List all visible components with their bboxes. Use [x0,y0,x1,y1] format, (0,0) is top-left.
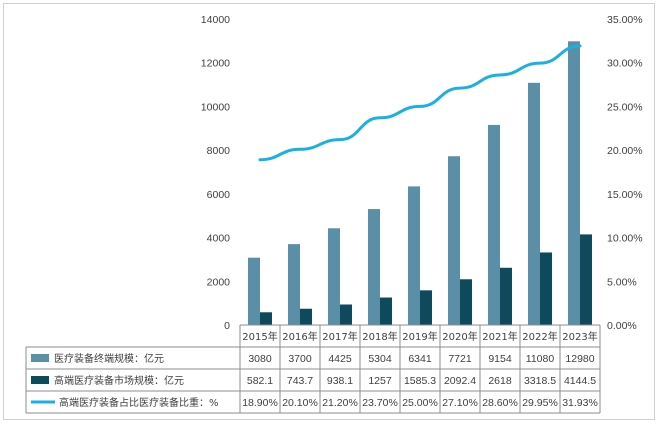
table-cell: 11080 [526,353,555,365]
legend-swatch [31,376,49,384]
y-left-tick-label: 0 [224,320,230,332]
bar-2 [500,267,512,325]
table-cell: 1257 [368,375,392,387]
bar-1 [288,244,300,325]
table-cell: 28.60% [482,397,518,409]
table-cell: 582.1 [247,375,273,387]
table-cell: 6341 [408,353,432,365]
table-cell: 4144.5 [564,375,596,387]
y-right-tick-label: 35.00% [607,14,643,26]
table-cell: 4425 [328,353,352,365]
table-cell: 938.1 [327,375,353,387]
bar-2 [540,252,552,325]
table-cell: 743.7 [287,375,313,387]
bar-2 [580,234,592,325]
y-left-tick-label: 6000 [207,189,231,201]
y-right-tick-label: 15.00% [607,189,643,201]
bar-1 [408,186,420,325]
table-cell: 3318.5 [524,375,556,387]
chart-frame [3,3,655,420]
legend-label: 高端医疗装备市场规模：亿元 [54,374,184,387]
x-tick-label: 2019年 [402,330,437,343]
table-cell: 23.70% [362,397,398,409]
table-cell: 29.95% [522,397,558,409]
y-right-tick-label: 0.00% [607,320,637,332]
y-right-tick-label: 25.00% [607,101,643,113]
x-tick-label: 2016年 [282,330,317,343]
bar-1 [528,82,540,325]
bar-2 [380,297,392,325]
legend-swatch [31,354,49,362]
y-right-tick-label: 30.00% [607,58,643,70]
table-cell: 2618 [488,375,512,387]
x-tick-label: 2018年 [362,330,397,343]
y-left-tick-label: 4000 [207,233,231,245]
bar-1 [448,156,460,325]
table-cell: 3080 [248,353,272,365]
bar-1 [328,228,340,325]
table-cell: 21.20% [322,397,358,409]
bar-1 [368,209,380,325]
table-cell: 3700 [288,353,312,365]
table-cell: 7721 [448,353,472,365]
x-tick-label: 2022年 [522,330,557,343]
table-cell: 2092.4 [444,375,476,387]
table-cell: 9154 [488,353,512,365]
bar-2 [260,312,272,325]
table-cell: 27.10% [442,397,478,409]
legend-label: 高端医疗装备占比医疗装备比重：% [59,396,219,409]
bar-2 [300,308,312,325]
x-tick-label: 2017年 [322,330,357,343]
y-right-tick-label: 20.00% [607,145,643,157]
x-tick-label: 2023年 [562,330,597,343]
line-series [258,44,582,162]
legend-label: 医疗装备终端规模：亿元 [54,352,164,365]
y-left-tick-label: 8000 [207,145,231,157]
x-tick-label: 2021年 [482,330,517,343]
table-cell: 25.00% [402,397,438,409]
table-cell: 5304 [368,353,392,365]
y-left-tick-label: 12000 [201,58,230,70]
bar-2 [420,290,432,325]
table-cell: 20.10% [282,397,318,409]
y-right-tick-label: 5.00% [607,276,637,288]
bar-1 [568,41,580,326]
bar-1 [248,257,260,325]
table-cell: 12980 [565,353,594,365]
bar-1 [488,124,500,326]
y-left-tick-label: 14000 [201,14,230,26]
table-cell: 31.93% [562,397,598,409]
bar-2 [340,304,352,325]
x-tick-label: 2020年 [442,330,477,343]
table-cell: 1585.3 [404,375,436,387]
table-cell: 18.90% [242,397,278,409]
y-left-tick-label: 10000 [201,101,230,113]
bar-2 [460,279,472,325]
y-right-tick-label: 10.00% [607,233,643,245]
y-left-tick-label: 2000 [207,276,231,288]
x-tick-label: 2015年 [242,330,277,343]
